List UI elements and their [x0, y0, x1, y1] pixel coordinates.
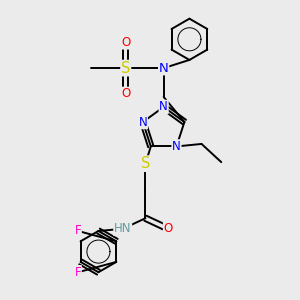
Text: S: S [141, 156, 150, 171]
Text: O: O [164, 222, 173, 236]
Text: N: N [159, 100, 168, 113]
Text: N: N [159, 61, 169, 75]
Text: F: F [74, 224, 81, 238]
Text: O: O [121, 36, 130, 49]
Text: N: N [172, 140, 181, 153]
Text: HN: HN [114, 222, 131, 236]
Text: N: N [139, 116, 147, 128]
Text: S: S [121, 61, 130, 76]
Text: F: F [74, 266, 81, 279]
Text: O: O [121, 87, 130, 101]
